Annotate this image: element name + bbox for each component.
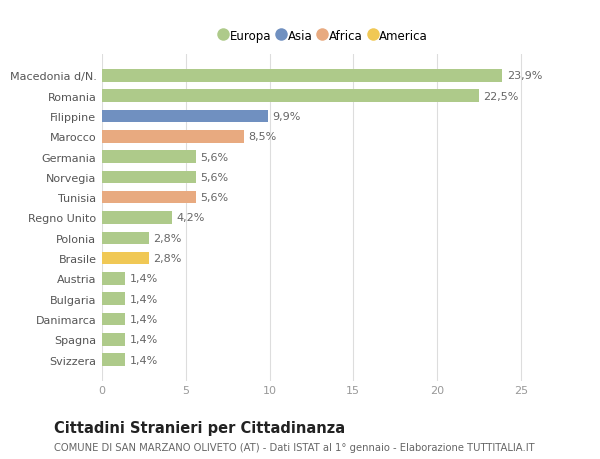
Text: 2,8%: 2,8% <box>153 233 181 243</box>
Bar <box>102 232 149 245</box>
Legend: Europa, Asia, Africa, America: Europa, Asia, Africa, America <box>215 25 433 48</box>
Text: Cittadini Stranieri per Cittadinanza: Cittadini Stranieri per Cittadinanza <box>54 420 345 435</box>
Bar <box>102 70 502 83</box>
Text: 5,6%: 5,6% <box>200 193 228 203</box>
Text: 22,5%: 22,5% <box>483 91 518 101</box>
Bar <box>102 111 268 123</box>
Bar <box>102 293 125 305</box>
Bar <box>102 313 125 325</box>
Bar <box>102 212 172 224</box>
Bar <box>102 273 125 285</box>
Text: 5,6%: 5,6% <box>200 173 228 183</box>
Text: COMUNE DI SAN MARZANO OLIVETO (AT) - Dati ISTAT al 1° gennaio - Elaborazione TUT: COMUNE DI SAN MARZANO OLIVETO (AT) - Dat… <box>54 442 535 453</box>
Bar <box>102 333 125 346</box>
Bar <box>102 171 196 184</box>
Text: 8,5%: 8,5% <box>248 132 277 142</box>
Text: 1,4%: 1,4% <box>130 335 158 345</box>
Text: 5,6%: 5,6% <box>200 152 228 162</box>
Bar <box>102 252 149 265</box>
Text: 1,4%: 1,4% <box>130 274 158 284</box>
Text: 9,9%: 9,9% <box>272 112 301 122</box>
Text: 2,8%: 2,8% <box>153 253 181 263</box>
Bar <box>102 90 479 103</box>
Bar <box>102 131 244 143</box>
Bar <box>102 191 196 204</box>
Text: 1,4%: 1,4% <box>130 294 158 304</box>
Text: 1,4%: 1,4% <box>130 314 158 325</box>
Text: 23,9%: 23,9% <box>506 71 542 81</box>
Text: 1,4%: 1,4% <box>130 355 158 365</box>
Text: 4,2%: 4,2% <box>176 213 205 223</box>
Bar <box>102 353 125 366</box>
Bar <box>102 151 196 163</box>
